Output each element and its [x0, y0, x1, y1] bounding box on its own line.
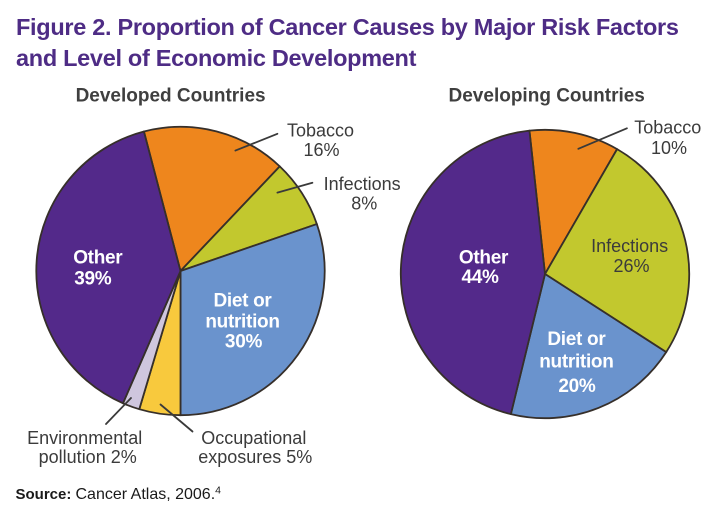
- svg-text:exposures 5%: exposures 5%: [198, 447, 312, 467]
- svg-text:20%: 20%: [558, 376, 596, 397]
- svg-text:26%: 26%: [613, 256, 649, 276]
- svg-text:Developed Countries: Developed Countries: [76, 85, 266, 106]
- svg-text:Other: Other: [73, 248, 123, 269]
- svg-text:Infections: Infections: [324, 174, 401, 194]
- svg-text:Environmental: Environmental: [27, 428, 142, 448]
- svg-text:Other: Other: [459, 248, 509, 269]
- svg-text:Tobacco: Tobacco: [634, 118, 701, 138]
- svg-text:Diet or: Diet or: [547, 329, 606, 350]
- svg-text:Figure 2. Proportion of Cancer: Figure 2. Proportion of Cancer Causes by…: [16, 14, 679, 40]
- svg-text:16%: 16%: [303, 140, 339, 160]
- svg-text:Tobacco: Tobacco: [287, 121, 354, 141]
- svg-text:Infections: Infections: [591, 236, 668, 256]
- svg-text:pollution 2%: pollution 2%: [39, 447, 137, 467]
- svg-text:Developing Countries: Developing Countries: [449, 85, 645, 106]
- svg-text:and Level of Economic Developm: and Level of Economic Development: [16, 45, 417, 71]
- svg-text:nutrition: nutrition: [539, 352, 613, 373]
- svg-text:Diet or: Diet or: [213, 291, 272, 312]
- svg-text:39%: 39%: [74, 269, 112, 290]
- svg-text:10%: 10%: [651, 138, 687, 158]
- svg-text:8%: 8%: [351, 193, 377, 213]
- svg-text:Occupational: Occupational: [201, 428, 306, 448]
- svg-text:30%: 30%: [225, 331, 263, 352]
- svg-text:44%: 44%: [462, 267, 500, 288]
- svg-text:nutrition: nutrition: [205, 312, 279, 333]
- svg-text:Source:Cancer Atlas, 2006.4: Source: Cancer Atlas, 2006.4: [16, 485, 222, 504]
